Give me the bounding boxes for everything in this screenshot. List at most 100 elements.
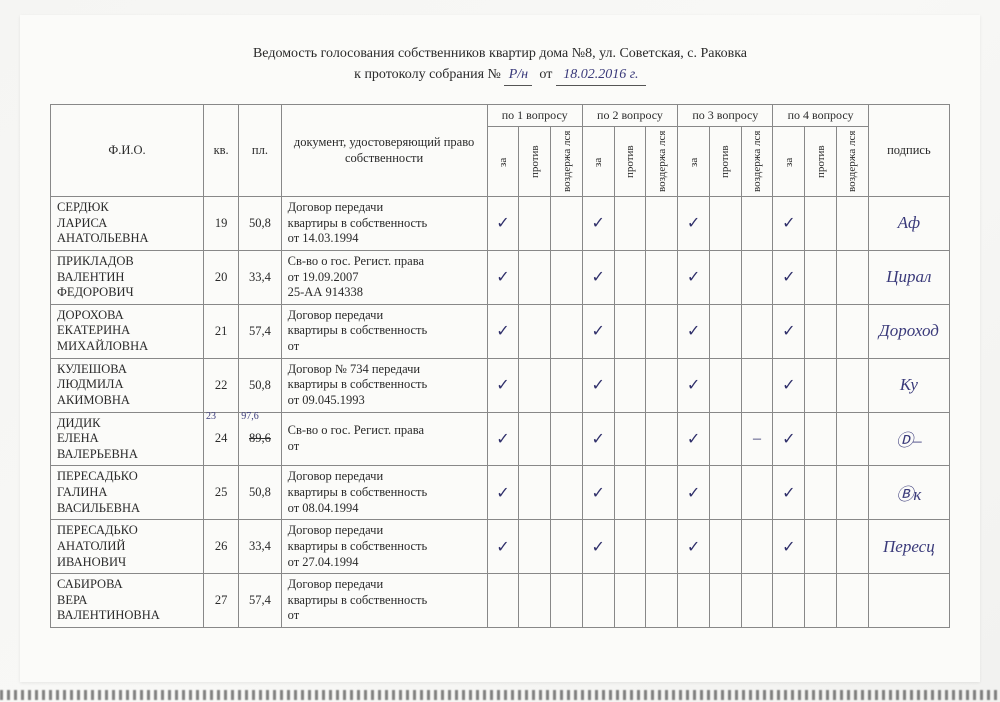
col-group-2: по 2 вопросу (582, 105, 677, 127)
cell-vote (741, 520, 773, 574)
cell-vote: ✓ (487, 304, 519, 358)
cell-vote: ✓ (487, 250, 519, 304)
cell-vote (741, 197, 773, 251)
cell-vote (836, 412, 868, 466)
cell-vote: ✓ (678, 358, 710, 412)
cell-vote (678, 574, 710, 628)
cell-vote (487, 574, 519, 628)
table-row: ПРИКЛАДОВ ВАЛЕНТИН ФЕДОРОВИЧ2033,4Св-во … (51, 250, 950, 304)
cell-kv: 27 (203, 574, 238, 628)
cell-vote (519, 358, 551, 412)
cell-vote: ✓ (678, 304, 710, 358)
cell-vote: ✓ (773, 466, 805, 520)
cell-doc: Договор № 734 передачи квартиры в собств… (281, 358, 487, 412)
cell-vote (805, 250, 837, 304)
cell-vote (519, 466, 551, 520)
cell-signature: Ку (868, 358, 949, 412)
cell-pl: 50,8 (239, 466, 281, 520)
cell-vote: ✓ (773, 250, 805, 304)
cell-vote (646, 358, 678, 412)
cell-signature: Дороход (868, 304, 949, 358)
cell-vote (646, 250, 678, 304)
col-fio: Ф.И.О. (51, 105, 204, 197)
cell-vote (614, 466, 646, 520)
cell-vote (551, 412, 583, 466)
cell-doc: Договор передачи квартиры в собственност… (281, 197, 487, 251)
cell-vote: – (741, 412, 773, 466)
cell-vote (551, 520, 583, 574)
cell-pl: 50,8 (239, 358, 281, 412)
table-row: ПЕРЕСАДЬКО ГАЛИНА ВАСИЛЬЕВНА2550,8Догово… (51, 466, 950, 520)
table-row: САБИРОВА ВЕРА ВАЛЕНТИНОВНА2757,4Договор … (51, 574, 950, 628)
cell-vote (551, 466, 583, 520)
cell-doc: Св-во о гос. Регист. права от (281, 412, 487, 466)
vote-subcol: воздержа лся (836, 127, 868, 197)
cell-vote: ✓ (773, 520, 805, 574)
cell-vote: ✓ (773, 358, 805, 412)
cell-vote: ✓ (582, 466, 614, 520)
cell-vote: ✓ (773, 304, 805, 358)
cell-vote (741, 250, 773, 304)
cell-vote (551, 250, 583, 304)
cell-kv: 22 (203, 358, 238, 412)
cell-vote: ✓ (678, 520, 710, 574)
cell-vote (836, 358, 868, 412)
scan-edge-artifact (0, 690, 1000, 700)
cell-doc: Договор передачи квартиры в собственност… (281, 304, 487, 358)
cell-vote (741, 574, 773, 628)
cell-vote (709, 250, 741, 304)
voting-table: Ф.И.О. кв. пл. документ, удостоверяющий … (50, 104, 950, 628)
vote-subcol: воздержа лся (551, 127, 583, 197)
cell-fio: СЕРДЮК ЛАРИСА АНАТОЛЬЕВНА (51, 197, 204, 251)
cell-vote: ✓ (582, 304, 614, 358)
cell-vote: ✓ (487, 358, 519, 412)
cell-vote (614, 197, 646, 251)
vote-subcol: воздержа лся (646, 127, 678, 197)
cell-doc: Договор передачи квартиры в собственност… (281, 574, 487, 628)
cell-vote (519, 304, 551, 358)
cell-vote (614, 520, 646, 574)
header-subtitle: к протоколу собрания № Р/н от 18.02.2016… (20, 64, 980, 86)
cell-vote (836, 197, 868, 251)
cell-vote: ✓ (487, 466, 519, 520)
cell-vote: ✓ (487, 520, 519, 574)
cell-doc: Договор передачи квартиры в собственност… (281, 520, 487, 574)
cell-signature: Цирал (868, 250, 949, 304)
vote-subcol: воздержа лся (741, 127, 773, 197)
cell-vote (805, 197, 837, 251)
cell-vote (836, 250, 868, 304)
vote-subcol: против (519, 127, 551, 197)
cell-vote: ✓ (678, 197, 710, 251)
cell-vote (551, 358, 583, 412)
cell-vote: ✓ (582, 358, 614, 412)
cell-doc: Св-во о гос. Регист. права от 19.09.2007… (281, 250, 487, 304)
cell-signature: Aф (868, 197, 949, 251)
cell-vote (519, 197, 551, 251)
cell-vote (805, 304, 837, 358)
cell-vote: ✓ (487, 412, 519, 466)
cell-vote: ✓ (582, 197, 614, 251)
cell-vote (646, 466, 678, 520)
cell-signature: Ⓑк (868, 466, 949, 520)
cell-vote (709, 304, 741, 358)
cell-vote (709, 358, 741, 412)
cell-fio: ПЕРЕСАДЬКО ГАЛИНА ВАСИЛЬЕВНА (51, 466, 204, 520)
cell-vote (836, 574, 868, 628)
vote-subcol: против (709, 127, 741, 197)
vote-subcol: против (614, 127, 646, 197)
cell-vote (551, 197, 583, 251)
table-row: СЕРДЮК ЛАРИСА АНАТОЛЬЕВНА1950,8Договор п… (51, 197, 950, 251)
cell-vote (519, 520, 551, 574)
cell-vote (614, 412, 646, 466)
cell-vote (836, 466, 868, 520)
col-group-4: по 4 вопросу (773, 105, 868, 127)
cell-vote (741, 358, 773, 412)
protocol-number: Р/н (504, 64, 532, 86)
cell-vote (614, 358, 646, 412)
vote-subcol: за (773, 127, 805, 197)
cell-vote (646, 520, 678, 574)
cell-pl: 33,4 (239, 250, 281, 304)
cell-vote (551, 304, 583, 358)
cell-vote (773, 574, 805, 628)
cell-signature: Ⓓ– (868, 412, 949, 466)
